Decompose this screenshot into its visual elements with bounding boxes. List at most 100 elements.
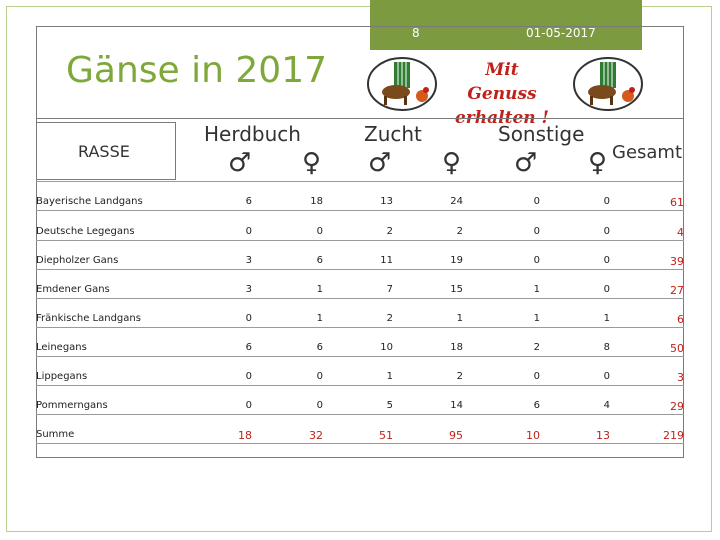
row-divider bbox=[36, 385, 684, 386]
count-value: 19 bbox=[450, 255, 463, 266]
row-total: 4 bbox=[677, 226, 684, 239]
count-value: 13 bbox=[380, 196, 393, 207]
group-herdbuch: Herdbuch bbox=[204, 122, 301, 146]
sum-value: 18 bbox=[238, 429, 252, 442]
male-symbol: ♂ bbox=[514, 148, 538, 178]
breed-name: Emdener Gans bbox=[36, 284, 110, 295]
breed-name: Deutsche Legegans bbox=[36, 226, 135, 237]
breed-name: Pommerngans bbox=[36, 400, 108, 411]
count-value: 8 bbox=[603, 342, 610, 353]
breed-name: Fränkische Landgans bbox=[36, 313, 141, 324]
count-value: 0 bbox=[245, 313, 252, 324]
sum-value: 51 bbox=[379, 429, 393, 442]
count-value: 1 bbox=[456, 313, 463, 324]
count-value: 1 bbox=[316, 284, 323, 295]
count-value: 1 bbox=[533, 313, 540, 324]
female-symbol: ♀ bbox=[588, 148, 608, 178]
count-value: 2 bbox=[386, 226, 393, 237]
page-title: Gänse in 2017 bbox=[66, 50, 327, 91]
sum-value: 32 bbox=[309, 429, 323, 442]
slide-date: 01-05-2017 bbox=[526, 26, 596, 40]
count-value: 1 bbox=[386, 371, 393, 382]
rasse-header-cell bbox=[36, 122, 176, 180]
count-value: 6 bbox=[245, 196, 252, 207]
group-sonstige: Sonstige bbox=[498, 122, 585, 146]
count-value: 0 bbox=[245, 226, 252, 237]
row-divider bbox=[36, 240, 684, 241]
farm-logo-icon bbox=[367, 57, 437, 111]
slide-number: 8 bbox=[412, 26, 420, 40]
count-value: 2 bbox=[386, 313, 393, 324]
row-divider bbox=[36, 181, 684, 182]
count-value: 0 bbox=[245, 400, 252, 411]
header-divider bbox=[36, 118, 684, 119]
sum-value: 95 bbox=[449, 429, 463, 442]
footer-copyright: © Nutztier-Arche Kastanienhof bbox=[530, 519, 668, 529]
count-value: 3 bbox=[245, 255, 252, 266]
row-total: 61 bbox=[670, 196, 684, 209]
count-value: 3 bbox=[245, 284, 252, 295]
grand-total: 219 bbox=[663, 429, 684, 442]
count-value: 6 bbox=[316, 342, 323, 353]
count-value: 1 bbox=[603, 313, 610, 324]
slogan-line-1: Mit Genuss bbox=[467, 60, 537, 104]
slide-header-bar bbox=[370, 0, 642, 50]
rasse-header: RASSE bbox=[78, 142, 130, 161]
row-total: 27 bbox=[670, 284, 684, 297]
breed-name: Leinegans bbox=[36, 342, 87, 353]
count-value: 10 bbox=[380, 342, 393, 353]
count-value: 2 bbox=[456, 371, 463, 382]
row-divider bbox=[36, 327, 684, 328]
farm-logo-icon bbox=[573, 57, 643, 111]
count-value: 7 bbox=[386, 284, 393, 295]
count-value: 0 bbox=[603, 371, 610, 382]
count-value: 0 bbox=[533, 226, 540, 237]
row-divider bbox=[36, 269, 684, 270]
male-symbol: ♂ bbox=[228, 148, 252, 178]
count-value: 0 bbox=[603, 226, 610, 237]
slogan: Mit Genuss erhalten ! bbox=[450, 58, 554, 128]
count-value: 0 bbox=[603, 255, 610, 266]
count-value: 6 bbox=[533, 400, 540, 411]
count-value: 0 bbox=[316, 400, 323, 411]
count-value: 0 bbox=[533, 371, 540, 382]
row-divider bbox=[36, 298, 684, 299]
breed-name: Lippegans bbox=[36, 371, 88, 382]
breed-name: Diepholzer Gans bbox=[36, 255, 119, 266]
count-value: 1 bbox=[533, 284, 540, 295]
row-total: 39 bbox=[670, 255, 684, 268]
row-divider bbox=[36, 210, 684, 211]
count-value: 6 bbox=[245, 342, 252, 353]
count-value: 0 bbox=[533, 196, 540, 207]
row-divider bbox=[36, 356, 684, 357]
count-value: 18 bbox=[450, 342, 463, 353]
sum-value: 10 bbox=[526, 429, 540, 442]
count-value: 14 bbox=[450, 400, 463, 411]
count-value: 2 bbox=[456, 226, 463, 237]
count-value: 15 bbox=[450, 284, 463, 295]
content-frame bbox=[36, 26, 684, 458]
female-symbol: ♀ bbox=[302, 148, 322, 178]
gesamt-header: Gesamt bbox=[612, 142, 683, 163]
sum-value: 13 bbox=[596, 429, 610, 442]
count-value: 0 bbox=[603, 196, 610, 207]
count-value: 11 bbox=[380, 255, 393, 266]
row-total: 3 bbox=[677, 371, 684, 384]
count-value: 4 bbox=[603, 400, 610, 411]
breed-name: Bayerische Landgans bbox=[36, 196, 143, 207]
count-value: 0 bbox=[316, 371, 323, 382]
count-value: 6 bbox=[316, 255, 323, 266]
count-value: 1 bbox=[316, 313, 323, 324]
slide-frame bbox=[6, 6, 712, 532]
row-total: 29 bbox=[670, 400, 684, 413]
count-value: 18 bbox=[310, 196, 323, 207]
sum-label: Summe bbox=[36, 429, 75, 440]
count-value: 0 bbox=[316, 226, 323, 237]
count-value: 0 bbox=[603, 284, 610, 295]
row-divider bbox=[36, 443, 684, 444]
group-zucht: Zucht bbox=[364, 122, 422, 146]
count-value: 0 bbox=[245, 371, 252, 382]
male-symbol: ♂ bbox=[368, 148, 392, 178]
count-value: 0 bbox=[533, 255, 540, 266]
female-symbol: ♀ bbox=[442, 148, 462, 178]
